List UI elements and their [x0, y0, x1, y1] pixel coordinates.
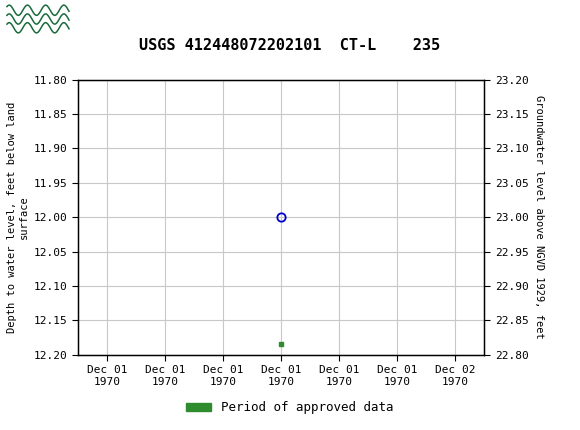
Text: USGS 412448072202101  CT-L    235: USGS 412448072202101 CT-L 235	[139, 38, 441, 52]
Y-axis label: Groundwater level above NGVD 1929, feet: Groundwater level above NGVD 1929, feet	[534, 95, 544, 339]
Text: USGS: USGS	[78, 8, 138, 27]
Y-axis label: Depth to water level, feet below land
surface: Depth to water level, feet below land su…	[7, 101, 28, 333]
Bar	[5, 2, 71, 34]
Legend: Period of approved data: Period of approved data	[181, 396, 399, 419]
